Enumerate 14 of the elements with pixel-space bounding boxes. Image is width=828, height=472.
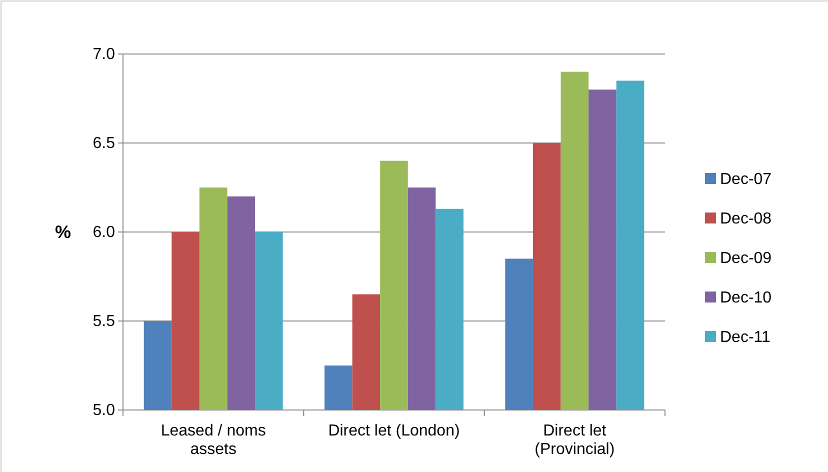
legend-label: Dec-09 xyxy=(720,250,772,267)
y-tick-label: 5.5 xyxy=(92,313,116,330)
x-tick-label: Direct let (Provincial) xyxy=(534,422,615,458)
y-tick-label: 6.5 xyxy=(92,135,116,152)
legend-label: Dec-08 xyxy=(720,210,772,228)
legend-label: Dec-10 xyxy=(720,290,772,306)
x-tick-label: Direct let (London) xyxy=(328,422,460,440)
y-axis-title: % xyxy=(54,222,72,242)
y-tick-label: 5.0 xyxy=(92,402,116,420)
y-tick-label: 7.0 xyxy=(92,46,116,64)
legend-label: Dec-11 xyxy=(720,329,770,346)
x-tick-label: Leased / noms assets xyxy=(160,422,266,458)
legend-label: Dec-07 xyxy=(720,171,772,188)
y-tick-label: 6.0 xyxy=(92,224,116,242)
